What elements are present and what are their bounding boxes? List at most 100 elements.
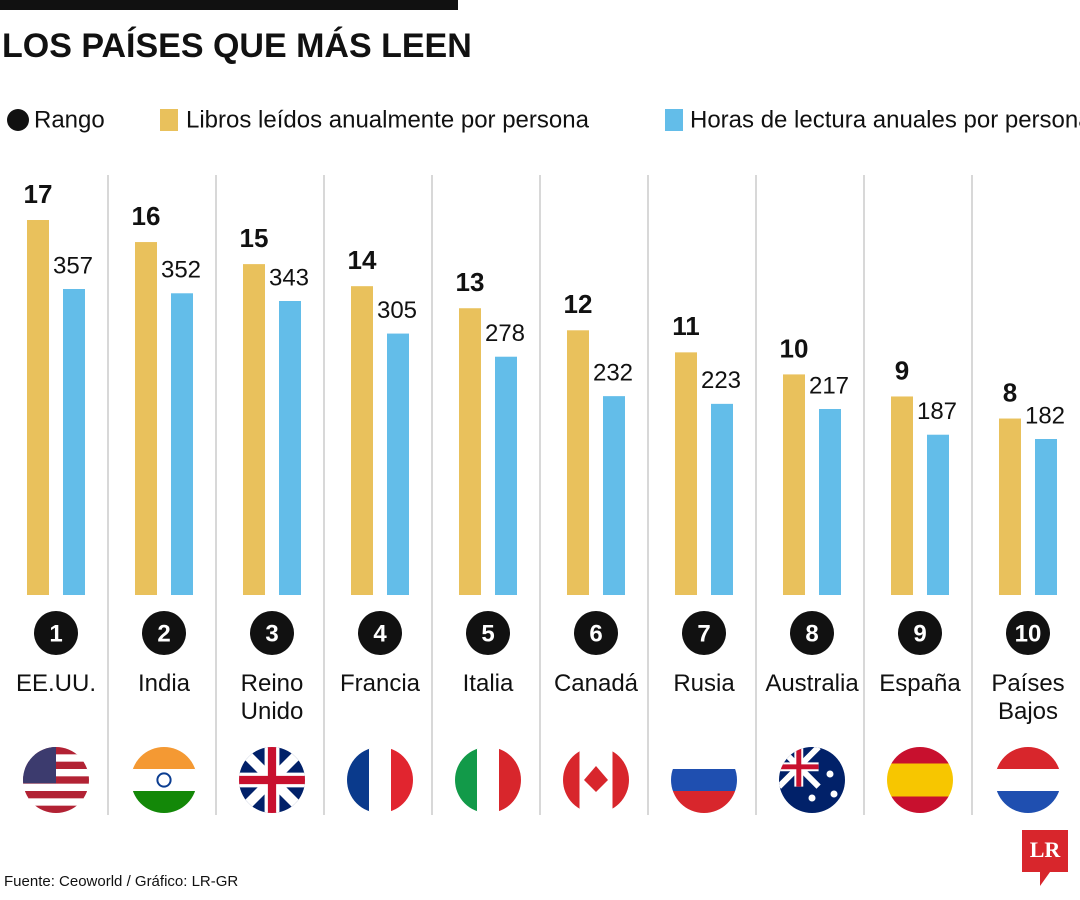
flag-stripe [995, 791, 1061, 813]
category-label: Reino Unido [240, 670, 304, 725]
books-bar [675, 352, 697, 595]
hours-label: 305 [377, 297, 417, 324]
hours-label: 217 [809, 372, 849, 399]
legend-swatch [160, 109, 178, 131]
flag-stripe [455, 747, 478, 813]
rank-marker [142, 611, 186, 655]
flag [455, 747, 521, 813]
flag-stripe [887, 780, 953, 797]
flag-stripe [131, 769, 197, 792]
legend-label: Horas de lectura anuales por persona [690, 106, 1080, 133]
rank-label: 10 [1015, 620, 1042, 647]
flag-stripe [131, 747, 197, 770]
hours-bar [171, 293, 193, 595]
category-label: Canadá [553, 670, 639, 697]
rank-label: 1 [49, 620, 62, 647]
books-bar [135, 242, 157, 595]
books-label: 14 [348, 245, 377, 275]
hours-bar [63, 289, 85, 595]
rank-marker [574, 611, 618, 655]
flag-stripe [23, 805, 89, 813]
flag-cross-red [779, 747, 819, 787]
books-bar [783, 374, 805, 595]
flag-stripe [887, 747, 953, 764]
flag [671, 747, 737, 813]
flag-stripe [887, 796, 953, 813]
books-label: 11 [672, 311, 700, 341]
flag-stripe [23, 798, 89, 807]
books-bar [243, 264, 265, 595]
rank-marker [1006, 611, 1050, 655]
books-bar [999, 418, 1021, 595]
legend-rank: Rango [34, 106, 105, 133]
hours-bar [603, 396, 625, 595]
hours-label: 278 [485, 320, 525, 347]
legend-rank-marker [7, 109, 29, 131]
flag-stripe [671, 769, 737, 792]
flag-stripe [671, 791, 737, 813]
flag-stripe [477, 747, 500, 813]
flag-canton [23, 747, 56, 784]
title-rule [0, 0, 458, 10]
rank-label: 9 [913, 620, 926, 647]
source: Fuente: Ceoworld / Gráfico: LR-GR [4, 873, 238, 890]
flag [563, 747, 629, 813]
flag-leaf [584, 766, 608, 792]
category-label: Italia [462, 670, 514, 697]
rank-label: 7 [697, 620, 710, 647]
category-label: EE.UU. [15, 670, 96, 697]
rank-marker [682, 611, 726, 655]
flag [131, 747, 197, 813]
hours-bar [819, 409, 841, 595]
hours-label: 352 [161, 257, 201, 284]
flag [779, 747, 845, 813]
category-label: Rusia [673, 670, 735, 697]
chart-title: LOS PAÍSES QUE MÁS LEEN [2, 27, 472, 65]
legend-swatch [665, 109, 683, 131]
flag-wheel [156, 772, 172, 788]
hours-bar [387, 333, 409, 595]
flag [23, 747, 89, 813]
books-bar [351, 286, 373, 595]
hours-label: 187 [917, 398, 957, 425]
hours-label: 223 [701, 367, 741, 394]
hours-label: 182 [1025, 402, 1065, 429]
books-label: 17 [24, 179, 53, 209]
rank-marker [466, 611, 510, 655]
books-label: 13 [456, 267, 485, 297]
books-label: 12 [564, 289, 593, 319]
hours-label: 357 [53, 252, 93, 279]
category-label: España [879, 670, 961, 697]
flag-stripe [347, 747, 370, 813]
logo-text: LR [1030, 837, 1062, 862]
flag-stripe [887, 763, 953, 781]
books-bar [459, 308, 481, 595]
rank-label: 3 [265, 620, 278, 647]
logo-tail [1040, 872, 1050, 886]
flag [347, 747, 413, 813]
flag [239, 747, 305, 813]
flag [995, 747, 1061, 813]
flag [887, 747, 953, 813]
rank-label: 4 [373, 620, 387, 647]
rank-marker [250, 611, 294, 655]
rank-label: 6 [589, 620, 602, 647]
books-label: 8 [1003, 377, 1017, 407]
legend-label: Libros leídos anualmente por persona [186, 106, 590, 133]
books-label: 16 [132, 201, 161, 231]
logo-box [1022, 830, 1068, 872]
logo: LR [1022, 830, 1068, 886]
rank-marker [34, 611, 78, 655]
flag-stripe [369, 747, 392, 813]
books-bar [567, 330, 589, 595]
flag-stripe [499, 747, 521, 813]
category-label: Francia [339, 670, 421, 697]
flag-stripe [995, 769, 1061, 792]
flag-stripe [391, 747, 413, 813]
category-label: Australia [765, 670, 859, 697]
flag-star [808, 794, 816, 802]
rank-label: 2 [157, 620, 170, 647]
books-label: 15 [240, 223, 269, 253]
hours-bar [279, 301, 301, 595]
